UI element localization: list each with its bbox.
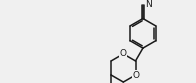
Text: O: O — [132, 71, 139, 80]
Text: N: N — [146, 0, 152, 9]
Text: O: O — [120, 49, 127, 58]
